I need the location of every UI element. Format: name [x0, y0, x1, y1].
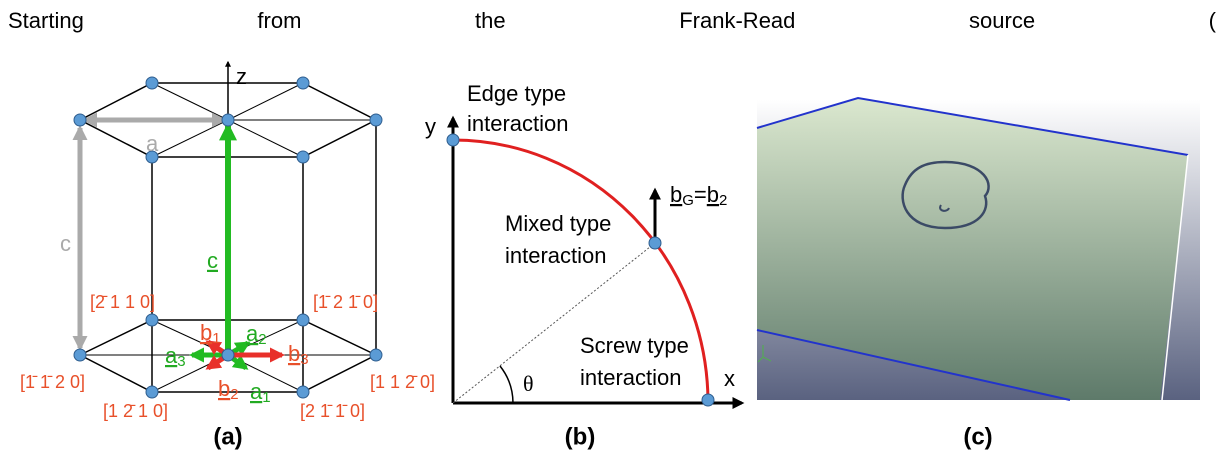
vector-label: b1: [200, 320, 221, 347]
vector-label: a2: [246, 321, 267, 348]
angle-label: θ: [523, 371, 534, 396]
annotation: Screw type: [580, 333, 689, 358]
vector-label: b2: [218, 376, 239, 403]
panel-caption: (c): [963, 423, 992, 450]
axis-label: y: [425, 114, 436, 139]
page: Starting from the Frank-Read source ( z …: [0, 0, 1231, 457]
panel-b-labels: y x Edge type interaction Mixed type int…: [425, 81, 735, 451]
burgers-label: bG=b2: [670, 182, 727, 209]
panel-a: [74, 62, 382, 398]
annotation: interaction: [505, 243, 607, 268]
panel-caption: (b): [565, 423, 596, 450]
vector-label: a3: [165, 343, 186, 370]
lattice-label: c: [60, 231, 71, 256]
annotation: interaction: [580, 365, 682, 390]
axis-label: z: [236, 64, 247, 89]
axis-label: x: [724, 366, 735, 391]
panel-caption: (a): [213, 423, 242, 450]
direction-label: [1 2̄ 1 0]: [103, 401, 168, 421]
annotation: interaction: [467, 111, 569, 136]
panel-c: (c): [757, 98, 1200, 450]
direction-label: [1̄ 1̄ 2 0]: [20, 372, 85, 392]
direction-label: [2̄ 1 1 0]: [90, 292, 155, 312]
vector-label: a1: [250, 379, 271, 406]
vector-label: b3: [288, 341, 309, 368]
direction-label: [2 1̄ 1̄ 0]: [300, 401, 365, 421]
annotation: Edge type: [467, 81, 566, 106]
figure: z a c c [2̄ 1 1 0] [1̄ 2 1̄ 0] [1̄ 1̄ 2 …: [0, 0, 1231, 457]
direction-label: [1̄ 2 1̄ 0]: [313, 292, 378, 312]
direction-label: [1 1 2̄ 0]: [370, 372, 435, 392]
vector-label: c: [207, 248, 218, 273]
lattice-label: a: [146, 131, 159, 156]
annotation: Mixed type: [505, 211, 611, 236]
